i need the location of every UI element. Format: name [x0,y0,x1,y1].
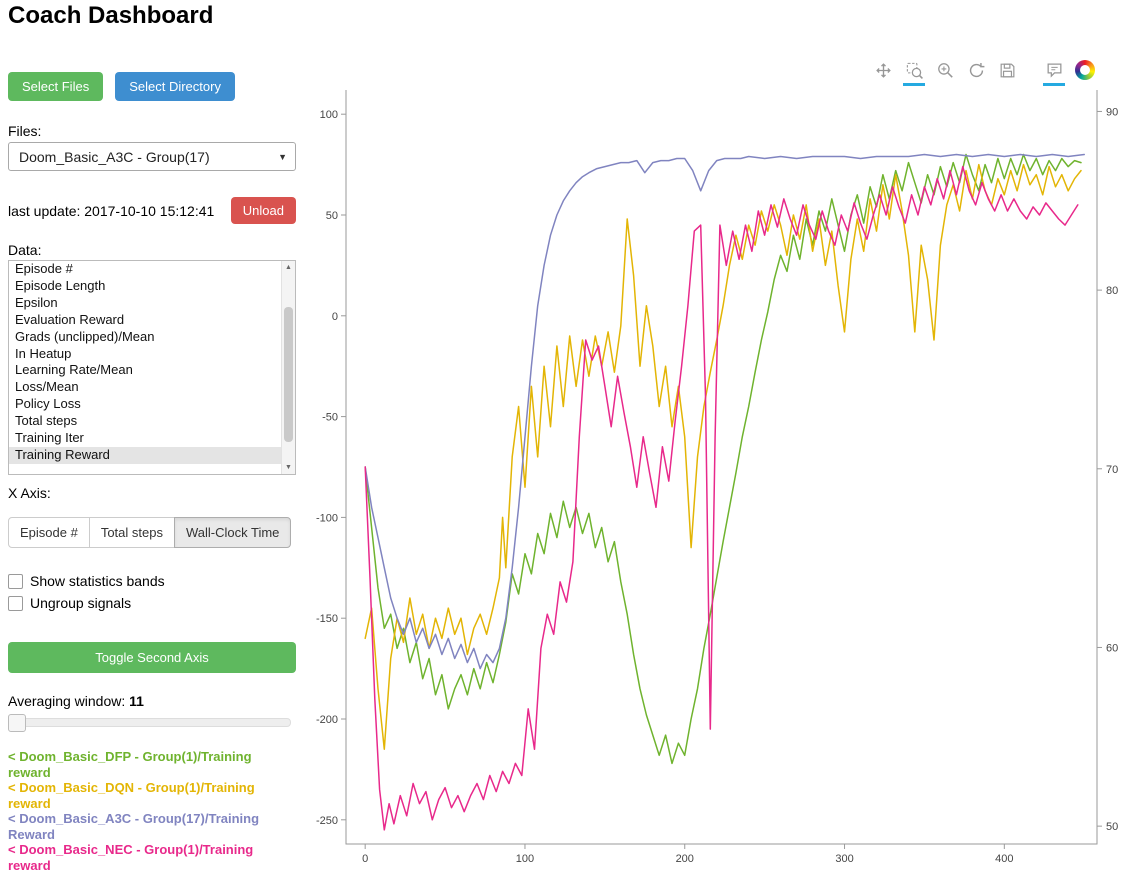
last-update-text: last update: 2017-10-10 15:12:41 [8,202,215,219]
checkbox-row[interactable]: Show statistics bands [8,570,296,592]
plot-area: 100 50 0 -50 -100 -150 -200 -250 90 80 70 60 50 0 100 2… [300,50,1142,881]
checkbox[interactable] [8,573,23,589]
checkbox-label: Ungroup signals [30,595,132,611]
ytick-right: 90 [1106,106,1118,118]
data-list-item[interactable]: Evaluation Reward [15,311,125,327]
plot-background [346,90,1097,844]
xtick: 200 [676,853,694,865]
scroll-up-icon[interactable]: ▲ [285,264,292,271]
bokeh-logo [1075,60,1095,80]
checkbox-label: Show statistics bands [30,573,165,589]
checkbox-row[interactable]: Ungroup signals [8,592,296,614]
legend: < Doom_Basic_DFP - Group(1)/Training rew… [8,749,296,873]
data-list-item[interactable]: Epsilon [15,294,58,310]
select-files-button[interactable]: Select Files [8,72,104,101]
scrollbar[interactable]: ▲ ▼ [281,261,295,474]
data-list-item[interactable]: Total steps [15,413,78,429]
select-directory-button[interactable]: Select Directory [115,72,235,101]
box-zoom-tool-icon[interactable] [903,58,925,86]
ytick-left: -100 [316,512,338,524]
xaxis-option-total-steps[interactable]: Total steps [88,517,175,548]
slider-handle[interactable] [8,714,26,732]
legend-item[interactable]: < Doom_Basic_DQN - Group(1)/Training rew… [8,780,255,811]
data-list-item[interactable]: Episode # [15,261,73,276]
legend-item[interactable]: < Doom_Basic_NEC - Group(1)/Training rew… [8,842,254,873]
series-doom_basic_a3c [364,153,1085,670]
ytick-left: -250 [316,815,338,827]
averaging-value: 11 [129,693,144,709]
legend-item[interactable]: < Doom_Basic_DFP - Group(1)/Training rew… [8,749,252,780]
ytick-left: -150 [316,613,338,625]
files-dropdown-value: Doom_Basic_A3C - Group(17) [19,148,210,165]
series-doom_basic_nec [364,165,1079,831]
page-title: Coach Dashboard [8,2,214,29]
xaxis-button-group: Episode # Total steps Wall-Clock Time [8,517,292,548]
xtick: 400 [995,853,1013,865]
data-list-item[interactable]: Grads (unclipped)/Mean [15,328,155,344]
series-doom_basic_dqn [364,163,1082,750]
xtick: 300 [835,853,853,865]
scrollbar-thumb[interactable] [284,307,293,442]
checkbox-group: Show statistics bands Ungroup signals [8,570,296,614]
ytick-right: 50 [1106,821,1118,833]
files-dropdown[interactable]: Doom_Basic_A3C - Group(17) ▼ [8,142,296,171]
data-label: Data: [8,242,42,258]
file-buttons-row: Select Files Select Directory [8,72,296,101]
sidebar: Select Files Select Directory Files: Doo… [8,72,296,873]
ytick-left: 50 [326,210,338,222]
wheel-zoom-tool-icon[interactable] [934,58,956,86]
data-list-item[interactable]: Training Iter [15,430,84,446]
averaging-row: Averaging window: 11 [8,693,296,709]
data-list-item[interactable]: Loss/Mean [15,379,79,395]
files-label: Files: [8,123,42,139]
ytick-left: 100 [320,109,338,121]
dropdown-caret-icon: ▼ [278,151,287,162]
update-row: last update: 2017-10-10 15:12:41 Unload [8,197,296,224]
legend-item[interactable]: < Doom_Basic_A3C - Group(17)/Training Re… [8,811,260,842]
ytick-left: -200 [316,714,338,726]
ytick-right: 80 [1106,285,1118,297]
axis-lines [345,90,1098,845]
bokeh-logo [1074,58,1096,86]
ytick-left: -50 [322,412,338,424]
checkbox[interactable] [8,595,23,611]
data-list-item[interactable]: In Heatup [15,345,72,361]
xtick: 100 [516,853,534,865]
data-list-item[interactable]: Policy Loss [15,396,81,412]
xtick: 0 [362,853,368,865]
scroll-down-icon[interactable]: ▼ [285,464,292,471]
xaxis-option-wall-clock-time[interactable]: Wall-Clock Time [173,517,292,548]
reset-tool-icon[interactable] [965,58,987,86]
hover-tool-icon[interactable] [1043,58,1065,86]
save-tool-icon[interactable] [996,58,1018,86]
xaxis-label: X Axis: [8,485,51,501]
averaging-slider[interactable] [8,714,291,732]
plot-toolbar [872,58,1096,86]
unload-button[interactable]: Unload [230,197,296,224]
averaging-label: Averaging window: [8,693,126,709]
xaxis-option-episode-[interactable]: Episode # [8,517,90,548]
ytick-right: 60 [1106,642,1118,654]
toggle-second-axis-button[interactable]: Toggle Second Axis [8,642,296,673]
ytick-right: 70 [1106,464,1118,476]
data-list[interactable]: Episode # Episode Length Epsilon Evaluation… [8,260,296,475]
data-list-item[interactable]: Learning Rate/Mean [15,362,133,378]
data-list-items: Episode # Episode Length Epsilon Evaluation… [9,261,295,464]
data-list-item[interactable]: Episode Length [15,277,106,293]
pan-tool-icon[interactable] [872,58,894,86]
ytick-left: 0 [332,311,338,323]
chart[interactable]: 100 50 0 -50 -100 -150 -200 -250 90 80 70 60 50 0 100 2… [300,82,1142,878]
data-list-item[interactable]: Training Reward [9,446,295,464]
